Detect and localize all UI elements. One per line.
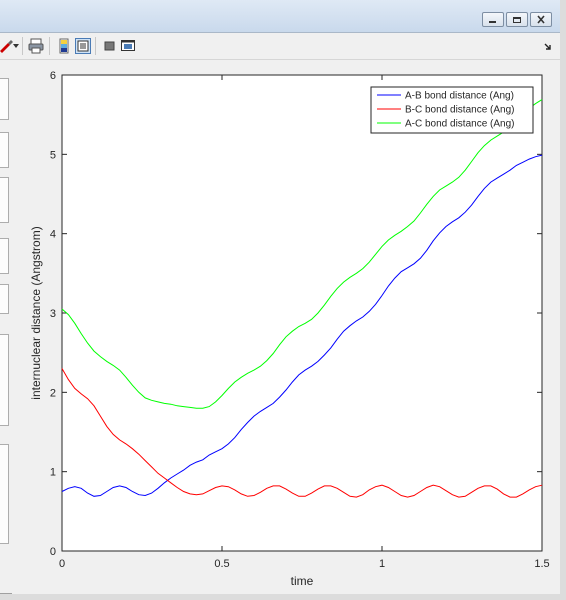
toolbar-separator [22,37,23,55]
panel-control[interactable] [0,284,9,314]
y-tick-label: 1 [50,467,56,479]
series-line-2[interactable] [61,368,543,498]
panel-control[interactable] [0,238,9,274]
figure-toolbar [0,33,560,60]
panel-control[interactable] [0,177,9,223]
y-tick-label: 0 [50,546,56,558]
minimize-icon[interactable] [482,12,504,27]
legend-label: A-C bond distance (Ang) [405,119,515,130]
brush-icon[interactable] [0,38,16,54]
hide-plot-tools-icon[interactable] [101,38,117,54]
panel-control[interactable] [0,334,9,426]
window-controls [482,12,552,27]
restore-icon[interactable] [506,12,528,27]
panel-control[interactable] [0,78,9,120]
x-tick-label: 0.5 [214,558,229,570]
colorbar-icon[interactable] [56,38,72,54]
plot-area[interactable] [61,74,543,552]
y-tick-label: 3 [50,308,56,320]
x-tick-label: 0 [59,558,65,570]
plot-tools-panel-edge [0,60,12,594]
panel-scrollbar[interactable] [0,444,9,544]
x-tick-label: 1.5 [534,558,549,570]
legend[interactable]: A-B bond distance (Ang) B-C bond distance… [370,86,534,134]
panel-control[interactable] [0,132,9,168]
dock-arrow-icon[interactable] [544,43,552,51]
x-tick-label: 1 [379,558,385,570]
legend-label: A-B bond distance (Ang) [405,91,514,102]
legend-label: B-C bond distance (Ang) [405,105,515,116]
line-chart: 0 0.5 1 1.5 0 1 2 3 4 5 6 time internuclear distan… [29,70,550,588]
series-line-1[interactable] [61,154,543,497]
y-tick-label: 5 [50,149,56,161]
show-plot-tools-icon[interactable] [120,38,136,54]
toolbar-separator [95,37,96,55]
legend-icon[interactable] [75,38,91,54]
toolbar-separator [49,37,50,55]
series-line-3[interactable] [61,99,543,409]
close-icon[interactable] [530,12,552,27]
print-icon[interactable] [28,38,44,54]
figure-window: 0 0.5 1 1.5 0 1 2 3 4 5 6 time internuclear distan… [0,0,560,594]
y-tick-label: 2 [50,387,56,399]
title-bar[interactable] [0,0,560,33]
y-axis-label: internuclear distance (Angstrom) [29,226,43,399]
y-tick-label: 4 [50,229,56,241]
dropdown-arrow-icon[interactable] [13,44,19,49]
x-axis-label: time [291,574,314,588]
y-tick-label: 6 [50,70,56,82]
figure-canvas: 0 0.5 1 1.5 0 1 2 3 4 5 6 time internuclear distan… [12,60,560,594]
